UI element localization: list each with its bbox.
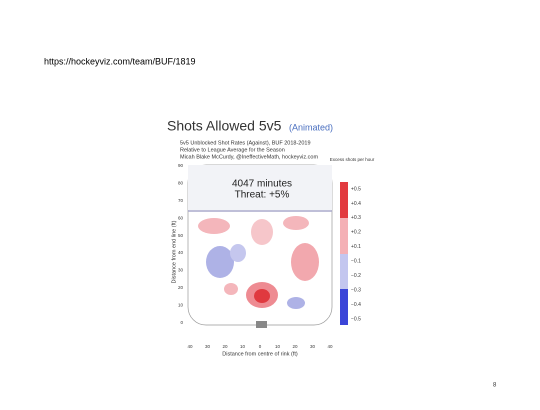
x-tick-label: 20 bbox=[222, 344, 228, 349]
url: https://hockeyviz.com/team/BUF/1819 bbox=[44, 56, 196, 66]
page-number: 8 bbox=[493, 383, 497, 389]
x-tick-label: 10 bbox=[240, 344, 246, 349]
y-tick-label: 50 bbox=[178, 233, 184, 238]
colorbar-tick-label: +0.2 bbox=[351, 230, 361, 236]
x-label: Distance from centre of rink (ft) bbox=[222, 351, 298, 357]
x-tick-label: 40 bbox=[327, 344, 333, 349]
figure-title: Shots Allowed 5v5 bbox=[167, 118, 282, 134]
x-tick-label: 40 bbox=[187, 344, 193, 349]
subtitle: Relative to League Average for the Seaso… bbox=[180, 147, 285, 153]
figure: Shots Allowed 5v5 (Animated) 5v5 Unblock… bbox=[163, 112, 375, 357]
y-tick-label: 70 bbox=[178, 198, 184, 203]
x-tick-label: 0 bbox=[259, 344, 262, 349]
heat-blob bbox=[224, 283, 238, 295]
threat: Threat: +5% bbox=[235, 190, 290, 201]
x-tick-label: 20 bbox=[292, 344, 298, 349]
colorbar-tick-label: +0.3 bbox=[351, 215, 361, 221]
heat-blob bbox=[287, 297, 305, 309]
colorbar-tick-label: −0.1 bbox=[351, 259, 361, 265]
heat-blob bbox=[251, 219, 273, 245]
colorbar-tick-label: +0.1 bbox=[351, 244, 361, 250]
y-tick-label: 80 bbox=[178, 181, 184, 186]
colorbar-tick-label: −0.4 bbox=[351, 302, 361, 308]
x-tick-label: 10 bbox=[275, 344, 281, 349]
colorbar-tick-label: −0.2 bbox=[351, 273, 361, 279]
subtitle: Micah Blake McCurdy, @IneffectiveMath, h… bbox=[180, 154, 318, 160]
heat-blob bbox=[198, 218, 230, 234]
colorbar-title: Excess shots per hour bbox=[330, 157, 375, 162]
y-tick-label: 20 bbox=[178, 285, 184, 290]
heat-blob bbox=[291, 243, 319, 281]
net bbox=[256, 321, 267, 328]
x-tick-label: 30 bbox=[310, 344, 316, 349]
x-tick-label: 30 bbox=[205, 344, 211, 349]
heat-blob bbox=[254, 289, 270, 303]
colorbar-tick-label: −0.5 bbox=[351, 316, 361, 322]
y-tick-label: 10 bbox=[178, 302, 184, 307]
y-label: Distance from end line (ft) bbox=[171, 220, 177, 283]
colorbar-tick-label: +0.4 bbox=[351, 201, 361, 207]
y-tick-label: 60 bbox=[178, 215, 184, 220]
minutes: 4047 minutes bbox=[232, 179, 292, 190]
colorbar bbox=[340, 182, 348, 325]
y-tick-label: 30 bbox=[178, 268, 184, 273]
colorbar-tick-label: −0.3 bbox=[351, 287, 361, 293]
heat-blob bbox=[206, 246, 234, 278]
heat-blob bbox=[283, 216, 309, 230]
heat-blob bbox=[230, 244, 246, 262]
colorbar-tick-label: +0.5 bbox=[351, 186, 361, 192]
subtitle: 5v5 Unblocked Shot Rates (Against), BUF … bbox=[180, 140, 311, 146]
rink-zone bbox=[188, 165, 332, 210]
y-tick-label: 40 bbox=[178, 250, 184, 255]
figure-title-note: (Animated) bbox=[289, 122, 333, 132]
y-tick-label: 90 bbox=[178, 163, 184, 168]
y-tick-label: 0 bbox=[180, 320, 183, 325]
